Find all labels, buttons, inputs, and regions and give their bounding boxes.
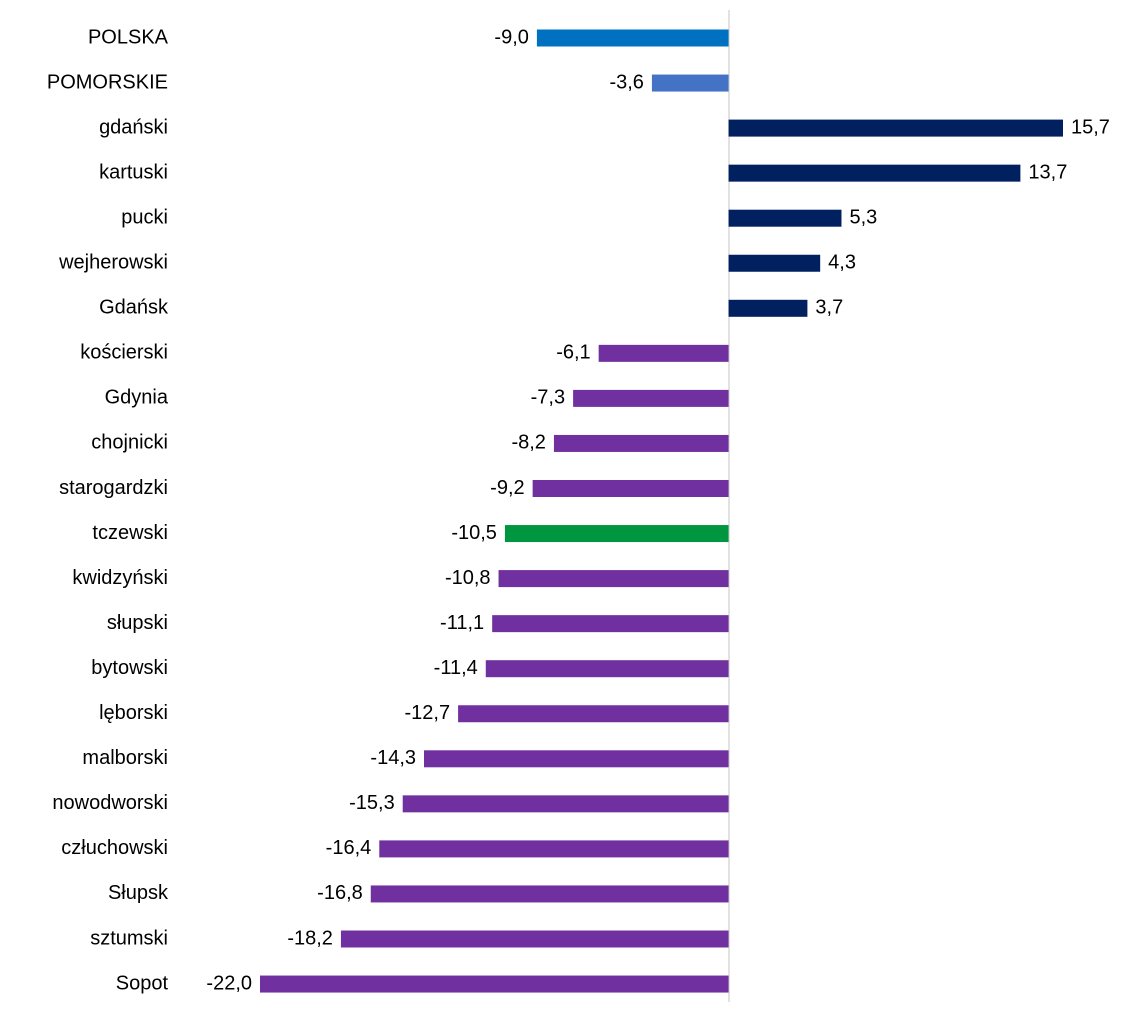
bar <box>260 975 729 993</box>
bar <box>728 299 808 317</box>
category-label: starogardzki <box>59 477 168 499</box>
bar <box>492 615 729 633</box>
value-label: -14,3 <box>370 747 416 769</box>
category-label: Słupsk <box>108 882 169 904</box>
value-label: -9,0 <box>494 26 528 48</box>
value-label: -16,8 <box>317 882 363 904</box>
value-label: -18,2 <box>287 927 333 949</box>
bar <box>598 344 729 362</box>
category-label: gdański <box>99 116 168 138</box>
bar <box>651 74 729 92</box>
value-label: 15,7 <box>1071 116 1110 138</box>
category-label: nowodworski <box>52 792 168 814</box>
category-label: POMORSKIE <box>47 71 168 93</box>
category-label: wejherowski <box>58 252 168 274</box>
value-label: -9,2 <box>490 477 524 499</box>
category-label: bytowski <box>91 657 168 679</box>
bar <box>424 750 729 768</box>
value-label: -11,4 <box>434 657 478 679</box>
value-label: -6,1 <box>556 342 590 364</box>
bar <box>728 119 1063 137</box>
category-label: malborski <box>82 747 168 769</box>
category-label: kościerski <box>80 342 168 364</box>
category-label: słupski <box>107 612 168 634</box>
value-label: -22,0 <box>206 972 252 994</box>
value-label: -3,6 <box>609 71 643 93</box>
value-label: -15,3 <box>349 792 395 814</box>
bar <box>402 795 729 813</box>
bar <box>379 840 729 858</box>
category-label: kartuski <box>99 161 168 183</box>
category-label: tczewski <box>92 522 168 544</box>
category-label: Gdynia <box>105 387 169 409</box>
category-label: chojnicki <box>91 432 168 454</box>
bar <box>728 254 821 272</box>
category-label: człuchowski <box>61 837 168 859</box>
category-label: sztumski <box>90 927 168 949</box>
value-label: 4,3 <box>828 252 856 274</box>
bar <box>498 570 729 588</box>
category-label: kwidzyński <box>72 567 168 589</box>
bar <box>340 930 729 948</box>
bar <box>573 389 729 407</box>
value-label: -12,7 <box>404 702 450 724</box>
category-label: pucki <box>121 206 168 228</box>
value-label: 13,7 <box>1028 161 1067 183</box>
category-label: Sopot <box>116 972 169 994</box>
bar <box>532 480 729 497</box>
bar <box>370 885 729 903</box>
bar <box>458 705 729 723</box>
category-label: lęborski <box>99 702 168 724</box>
value-label: -11,1 <box>440 612 484 634</box>
bar <box>485 660 729 678</box>
value-label: -10,5 <box>451 522 497 544</box>
category-label: POLSKA <box>88 26 169 48</box>
bar <box>728 209 842 227</box>
bar <box>728 164 1021 182</box>
value-label: -10,8 <box>445 567 491 589</box>
bar <box>553 434 729 452</box>
bar <box>536 29 729 47</box>
value-label: 3,7 <box>815 297 843 319</box>
value-label: -7,3 <box>531 387 565 409</box>
value-label: -16,4 <box>326 837 372 859</box>
value-label: 5,3 <box>849 206 877 228</box>
bar <box>504 525 729 543</box>
category-label: Gdańsk <box>99 297 169 319</box>
value-label: -8,2 <box>511 432 545 454</box>
